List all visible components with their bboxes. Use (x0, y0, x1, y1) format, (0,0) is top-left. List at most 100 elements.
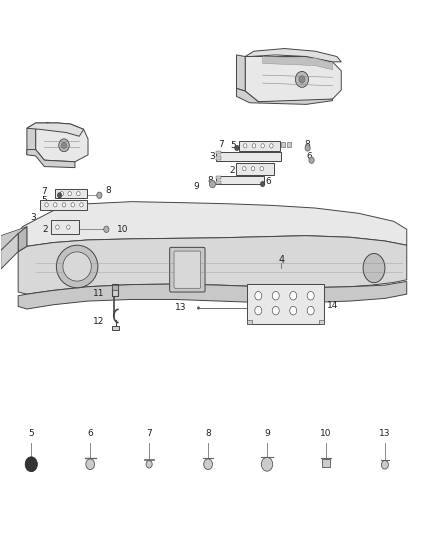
Text: 9: 9 (264, 429, 270, 438)
Circle shape (146, 461, 152, 468)
Ellipse shape (63, 252, 91, 281)
Polygon shape (1, 227, 27, 261)
Text: 11: 11 (93, 288, 104, 297)
Bar (55, 189, 87, 198)
Circle shape (299, 76, 305, 83)
Text: 2: 2 (42, 225, 48, 234)
Circle shape (270, 144, 273, 148)
Text: 6: 6 (87, 429, 93, 438)
Ellipse shape (57, 245, 98, 288)
Text: 9: 9 (194, 182, 199, 191)
Text: 4: 4 (279, 255, 285, 265)
Circle shape (60, 191, 64, 196)
Text: 7: 7 (41, 187, 46, 196)
Circle shape (261, 457, 273, 471)
Circle shape (261, 144, 265, 148)
Polygon shape (18, 227, 27, 252)
Polygon shape (18, 201, 407, 246)
Bar (215, 181, 221, 184)
Polygon shape (237, 55, 245, 91)
Circle shape (45, 203, 48, 207)
Bar (237, 163, 274, 174)
Circle shape (260, 166, 264, 171)
Circle shape (255, 292, 262, 300)
Circle shape (307, 306, 314, 315)
Circle shape (67, 225, 70, 229)
Bar (215, 175, 264, 184)
Text: 8: 8 (205, 429, 211, 438)
Circle shape (252, 144, 256, 148)
Circle shape (290, 292, 297, 300)
Text: 10: 10 (320, 429, 332, 438)
Circle shape (57, 192, 62, 198)
Polygon shape (319, 320, 324, 324)
Circle shape (77, 191, 80, 196)
Bar (40, 200, 87, 209)
Bar (215, 157, 221, 160)
Bar (239, 141, 280, 151)
Bar (281, 142, 286, 148)
Circle shape (305, 145, 310, 151)
Text: 1: 1 (268, 61, 274, 71)
Text: 13: 13 (379, 429, 391, 438)
Polygon shape (18, 236, 407, 294)
Circle shape (25, 457, 37, 472)
Polygon shape (263, 56, 332, 70)
Circle shape (61, 142, 67, 149)
Bar (322, 459, 330, 467)
Polygon shape (245, 49, 341, 62)
Polygon shape (245, 56, 341, 103)
Text: 13: 13 (175, 303, 186, 312)
Circle shape (97, 192, 102, 198)
Text: 1: 1 (45, 122, 51, 132)
Text: 8: 8 (304, 140, 310, 149)
Circle shape (71, 203, 74, 207)
Bar (215, 151, 221, 155)
Bar (247, 284, 324, 324)
Circle shape (251, 166, 255, 171)
Polygon shape (18, 281, 407, 309)
Circle shape (309, 157, 314, 164)
Circle shape (290, 306, 297, 315)
Circle shape (86, 459, 95, 470)
Circle shape (244, 144, 247, 148)
Circle shape (204, 459, 212, 470)
Bar (215, 176, 221, 179)
Text: 3: 3 (209, 152, 215, 161)
Circle shape (80, 203, 83, 207)
Bar (215, 152, 281, 161)
Polygon shape (27, 123, 35, 155)
Circle shape (261, 181, 265, 187)
Polygon shape (35, 123, 88, 162)
Text: 7: 7 (146, 429, 152, 438)
Polygon shape (1, 233, 18, 269)
Polygon shape (247, 320, 252, 324)
Text: 7: 7 (219, 140, 224, 149)
Circle shape (62, 203, 66, 207)
Circle shape (209, 180, 215, 188)
Text: 3: 3 (31, 213, 36, 222)
Circle shape (381, 461, 389, 469)
Circle shape (255, 306, 262, 315)
Text: 10: 10 (117, 225, 128, 234)
Text: 5: 5 (231, 141, 237, 150)
Bar (112, 326, 119, 330)
Text: 6: 6 (306, 152, 312, 161)
Ellipse shape (363, 254, 385, 282)
Circle shape (235, 146, 239, 151)
Circle shape (56, 225, 59, 229)
FancyBboxPatch shape (174, 251, 201, 288)
Bar (51, 220, 79, 233)
Polygon shape (237, 88, 332, 104)
Text: 8: 8 (106, 186, 111, 195)
Text: 8: 8 (208, 176, 213, 185)
Polygon shape (27, 123, 84, 136)
Text: 5: 5 (28, 429, 34, 438)
Text: 6: 6 (266, 177, 272, 187)
Circle shape (59, 139, 69, 152)
Polygon shape (27, 150, 75, 167)
Circle shape (272, 292, 279, 300)
FancyBboxPatch shape (170, 247, 205, 292)
Text: 12: 12 (93, 317, 104, 326)
Circle shape (243, 166, 246, 171)
